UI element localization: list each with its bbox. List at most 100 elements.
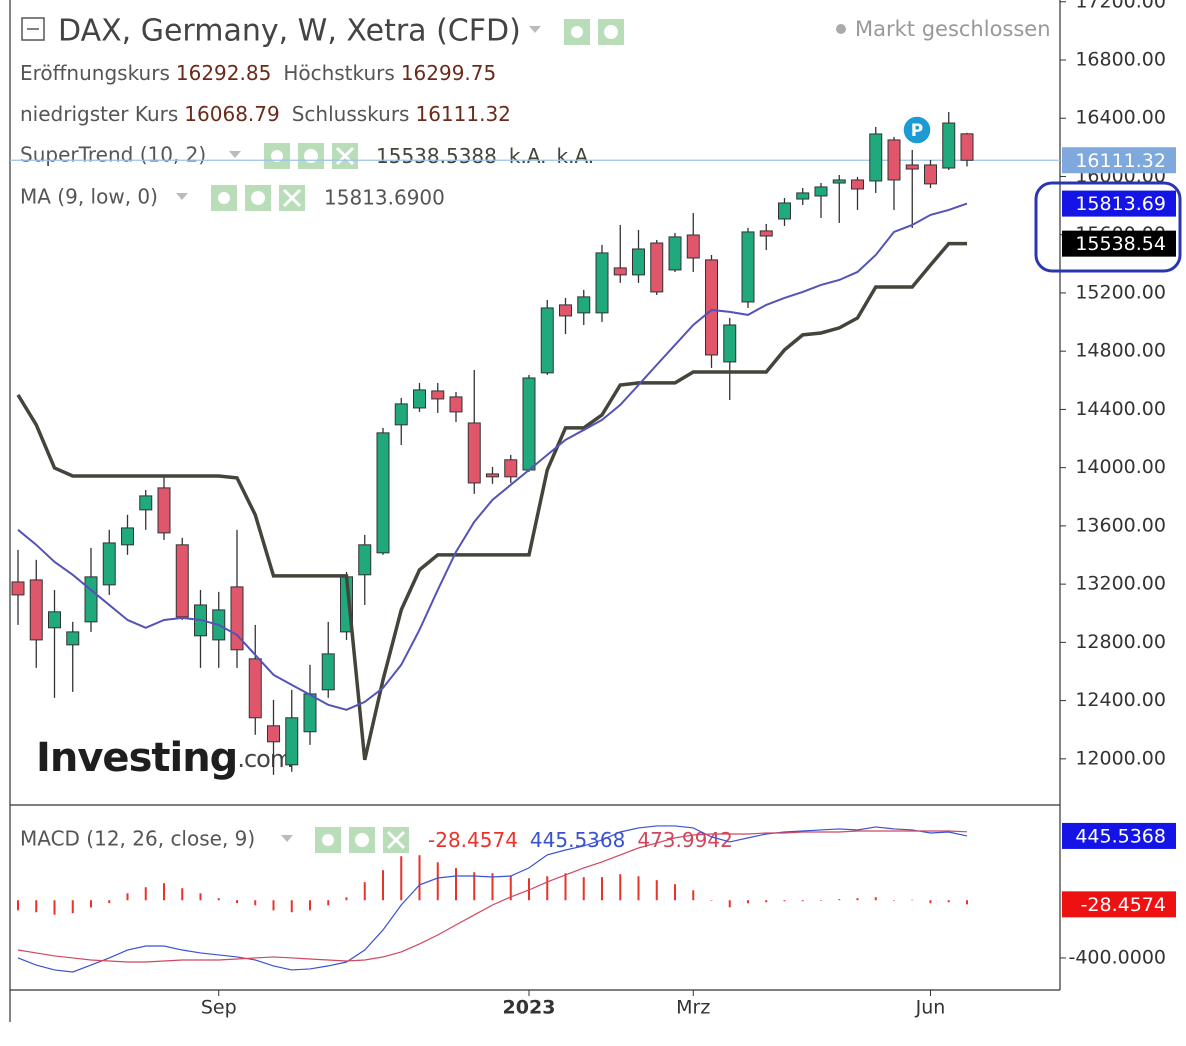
candle-body [887,139,901,181]
candle-body [121,527,134,546]
histogram-bar [820,900,822,901]
candle-body [869,133,883,182]
y-tick-label: 14000.00 [1075,456,1166,478]
icon-glyph [604,25,618,39]
histogram-bar [327,900,330,906]
x-tick-label: Mrz [676,997,710,1019]
price-tag [1062,147,1176,174]
ohlc-label: Schlusskurs [292,102,410,126]
icon-group [264,143,358,169]
legend-value: 15538.5388 [376,144,497,168]
candle-body [832,179,846,184]
histogram-bar [966,900,968,905]
candle-body [504,459,518,478]
legend-name: MA (9, low, 0) [20,185,158,209]
histogram-bar [765,900,768,903]
candle-body [29,579,43,641]
candle-body [741,231,755,303]
legend-value: 15813.6900 [324,186,445,210]
icon-group [564,19,624,45]
dropdown[interactable] [229,151,241,158]
ohlc-label: Eröffnungskurs [20,61,170,85]
histogram-bar [217,898,220,901]
legend-value: k.A. [509,144,547,168]
candle-body [48,611,61,629]
badge[interactable] [902,115,932,145]
legend-name: SuperTrend (10, 2) [20,143,206,167]
candle-body [905,164,919,170]
candle-body [321,653,335,691]
dropdown[interactable] [529,26,541,33]
candle-body [960,133,974,161]
price-tag [1062,822,1176,849]
histogram-bar [382,870,384,901]
ohlc-label: niedrigster Kurs [20,102,178,126]
icon-glyph [304,149,318,163]
candle-body [942,122,956,169]
legend-values: -28.4574 445.5368 473.9942 [428,828,733,852]
histogram-bar [619,874,622,901]
icon-glyph [355,833,369,847]
histogram-bar [90,900,92,908]
icon-glyph [282,188,302,208]
highlight-ring [1034,181,1182,273]
histogram-bar [947,900,950,903]
candle-body [376,432,390,554]
candle-body [759,230,773,237]
candle-body [522,377,536,471]
histogram-bar [893,900,895,901]
icon-glyph [271,150,283,162]
histogram-bar [564,873,567,901]
icon-glyph [322,834,334,846]
histogram-bar [400,856,403,901]
candle-body [686,234,700,259]
candle-body [157,487,171,534]
ohlc-value: 16292.85 [176,61,271,85]
histogram-bar [309,900,311,911]
histogram-bar [144,887,147,901]
candle-body [796,192,810,200]
histogram-bar [692,890,695,901]
line-series [17,825,968,973]
price-tag-label: 16111.32 [1075,150,1166,172]
histogram-bar [35,900,38,913]
histogram-bar [436,862,439,901]
watermark-domain: .com [237,745,292,773]
line-series [17,202,968,711]
icon-glyph [386,830,406,850]
histogram-bar [491,873,494,901]
histogram-bar [363,882,366,901]
histogram-bar [856,898,859,901]
candle-body [559,304,572,317]
histogram-bar [181,888,184,901]
badge-text: P [911,121,923,141]
y-tick-label: 14800.00 [1075,340,1166,362]
legend-value: 473.9942 [637,828,732,852]
watermark: Investing.com [36,735,292,781]
y-tick-label: 14400.00 [1075,398,1166,420]
histogram-bar [272,900,275,911]
candle-body [102,542,116,586]
collapse-button[interactable] [21,17,45,41]
dropdown[interactable] [176,193,188,200]
candle-body [11,581,25,596]
icon-glyph [335,146,355,166]
histogram-bar [747,900,749,904]
price-tag-label: -28.4574 [1081,894,1166,916]
histogram-bar [71,900,74,914]
y-tick-label: 12400.00 [1075,689,1166,711]
icon-glyph [571,26,583,38]
histogram-bar [801,900,804,902]
ohlc-value: 16299.75 [401,61,496,85]
candle-body [303,693,317,733]
candle-body [632,248,645,276]
candle-body [467,422,481,484]
dropdown[interactable] [281,835,293,842]
icon-glyph [218,192,230,204]
x-tick-label: 2023 [503,997,556,1019]
ohlc-row: niedrigster Kurs 16068.79 Schlusskurs 16111… [20,102,511,126]
candle-body [139,495,153,511]
histogram-bar [528,878,530,901]
candle-body [814,186,828,197]
